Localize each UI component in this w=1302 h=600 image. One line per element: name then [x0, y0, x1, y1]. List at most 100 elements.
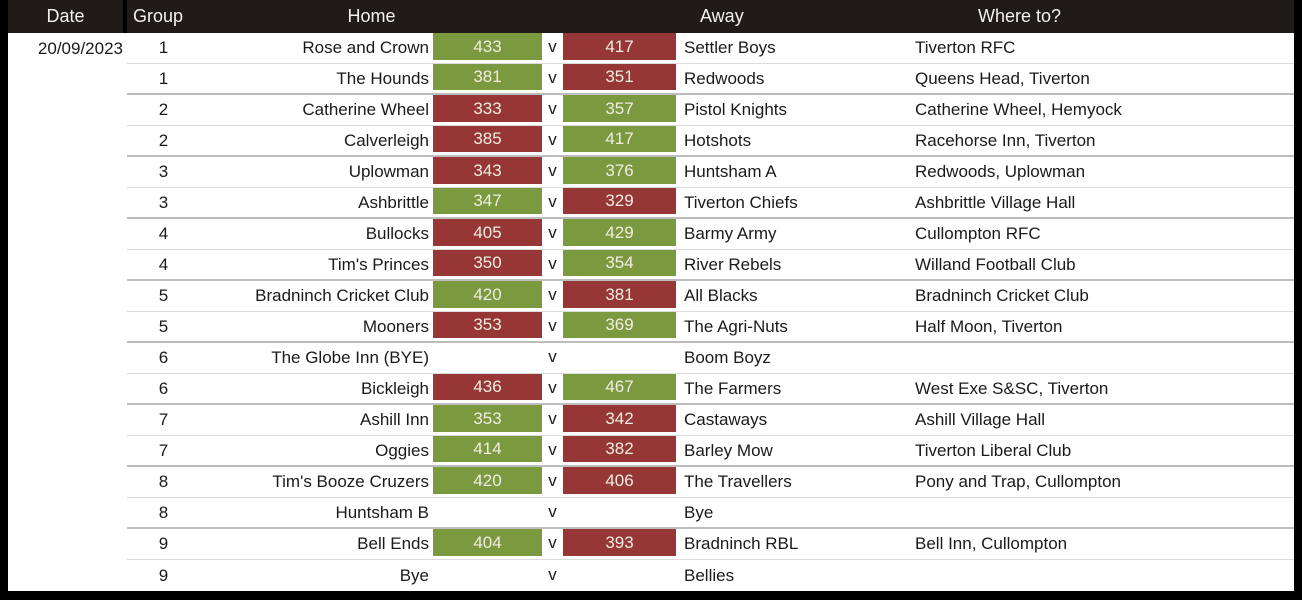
table-row: 6 Bickleigh 436 v 467 The Farmers West E…	[127, 374, 1294, 405]
header-versus-spacer	[542, 0, 563, 33]
table-row: 4 Bullocks 405 v 429 Barmy Army Cullompt…	[127, 219, 1294, 250]
venue-cell: Redwoods, Uplowman	[915, 162, 1086, 181]
versus-cell: v	[548, 377, 557, 397]
venue-cell: Bradninch Cricket Club	[915, 286, 1089, 305]
versus-cell: v	[548, 471, 557, 490]
away-score-cell: 382	[563, 436, 676, 465]
away-team-cell: Pistol Knights	[684, 100, 787, 119]
away-team-cell: Tiverton Chiefs	[684, 192, 798, 212]
table-row: 7 Ashill Inn 353 v 342 Castaways Ashill …	[127, 405, 1294, 436]
versus-cell: v	[548, 253, 557, 273]
group-cell: 8	[158, 502, 169, 522]
group-cell: 9	[158, 565, 169, 585]
home-score-badge: 420	[433, 467, 542, 494]
versus-cell: v	[548, 67, 557, 87]
group-cell: 6	[158, 348, 169, 367]
home-team-cell: Oggies	[375, 440, 429, 460]
home-score-cell: 353	[433, 312, 542, 341]
header-where-to: Where to?	[910, 0, 1294, 33]
versus-cell: v	[548, 129, 557, 149]
away-score-badge: 467	[563, 374, 676, 400]
away-score-cell: 406	[563, 467, 676, 497]
home-score-badge	[433, 343, 542, 370]
home-score-cell: 385	[433, 126, 542, 155]
venue-cell: Queens Head, Tiverton	[915, 68, 1090, 88]
group-cell: 9	[158, 534, 169, 553]
home-team-cell: Bradninch Cricket Club	[255, 286, 429, 305]
home-team-cell: Rose and Crown	[302, 38, 429, 57]
away-score-cell: 342	[563, 405, 676, 435]
table-row: 2 Catherine Wheel 333 v 357 Pistol Knigh…	[127, 95, 1294, 126]
away-score-cell	[563, 498, 676, 527]
home-team-cell: Tim's Princes	[328, 254, 429, 274]
home-score-cell: 381	[433, 64, 542, 93]
away-score-cell: 351	[563, 64, 676, 93]
home-team-cell: Catherine Wheel	[302, 100, 429, 119]
home-score-badge: 436	[433, 374, 542, 400]
versus-cell: v	[548, 99, 557, 118]
away-score-cell: 417	[563, 33, 676, 63]
away-score-cell: 381	[563, 281, 676, 311]
away-team-cell: The Agri-Nuts	[684, 316, 788, 336]
table-row: 9 Bell Ends 404 v 393 Bradninch RBL Bell…	[127, 529, 1294, 560]
away-score-badge: 369	[563, 312, 676, 338]
away-score-badge	[563, 343, 676, 370]
venue-cell	[910, 343, 1294, 373]
header-home-score-spacer	[433, 0, 542, 33]
versus-cell: v	[548, 285, 557, 304]
away-team-cell: Bye	[684, 502, 714, 522]
date-column: 20/09/2023	[8, 33, 127, 591]
home-score-cell	[433, 343, 542, 373]
away-score-cell: 369	[563, 312, 676, 341]
versus-cell: v	[548, 409, 557, 428]
home-score-badge: 405	[433, 219, 542, 246]
home-score-badge: 343	[433, 157, 542, 184]
away-team-cell: Boom Boyz	[684, 348, 771, 367]
away-score-cell: 429	[563, 219, 676, 249]
home-score-badge: 353	[433, 312, 542, 338]
away-score-badge: 429	[563, 219, 676, 246]
home-score-cell: 333	[433, 95, 542, 125]
home-score-badge	[433, 498, 542, 524]
away-score-cell: 357	[563, 95, 676, 125]
away-team-cell: Redwoods	[684, 68, 765, 88]
table-row: 1 The Hounds 381 v 351 Redwoods Queens H…	[127, 64, 1294, 95]
home-score-badge: 420	[433, 281, 542, 308]
away-score-badge: 417	[563, 126, 676, 152]
away-score-cell: 393	[563, 529, 676, 559]
group-cell: 7	[158, 440, 169, 460]
venue-cell: Ashbrittle Village Hall	[915, 192, 1076, 212]
versus-cell: v	[548, 533, 557, 552]
versus-cell: v	[548, 37, 557, 56]
away-score-cell: 354	[563, 250, 676, 279]
away-team-cell: Settler Boys	[684, 38, 776, 57]
home-score-badge: 414	[433, 436, 542, 462]
versus-cell: v	[548, 564, 557, 584]
away-team-cell: Bradninch RBL	[684, 534, 799, 553]
group-cell: 4	[158, 254, 169, 274]
home-score-cell: 436	[433, 374, 542, 403]
versus-cell: v	[548, 161, 557, 180]
versus-cell: v	[548, 439, 557, 459]
header-home: Home	[200, 0, 433, 33]
home-team-cell: Ashill Inn	[360, 410, 429, 429]
header-away: Away	[676, 0, 910, 33]
table-row: 5 Mooners 353 v 369 The Agri-Nuts Half M…	[127, 312, 1294, 343]
away-score-badge: 417	[563, 33, 676, 60]
table-row: 3 Uplowman 343 v 376 Huntsham A Redwoods…	[127, 157, 1294, 188]
table-row: 9 Bye v Bellies	[127, 560, 1294, 591]
home-score-badge: 381	[433, 64, 542, 90]
away-team-cell: The Farmers	[684, 378, 782, 398]
home-score-cell: 433	[433, 33, 542, 63]
home-score-cell: 350	[433, 250, 542, 279]
group-cell: 3	[158, 162, 169, 181]
away-score-cell: 417	[563, 126, 676, 155]
versus-cell: v	[548, 191, 557, 211]
venue-cell: Catherine Wheel, Hemyock	[915, 100, 1122, 119]
group-cell: 3	[158, 192, 169, 212]
home-score-badge: 333	[433, 95, 542, 122]
table-row: 2 Calverleigh 385 v 417 Hotshots Racehor…	[127, 126, 1294, 157]
home-team-cell: Bell Ends	[357, 534, 429, 553]
venue-cell: Half Moon, Tiverton	[915, 316, 1063, 336]
